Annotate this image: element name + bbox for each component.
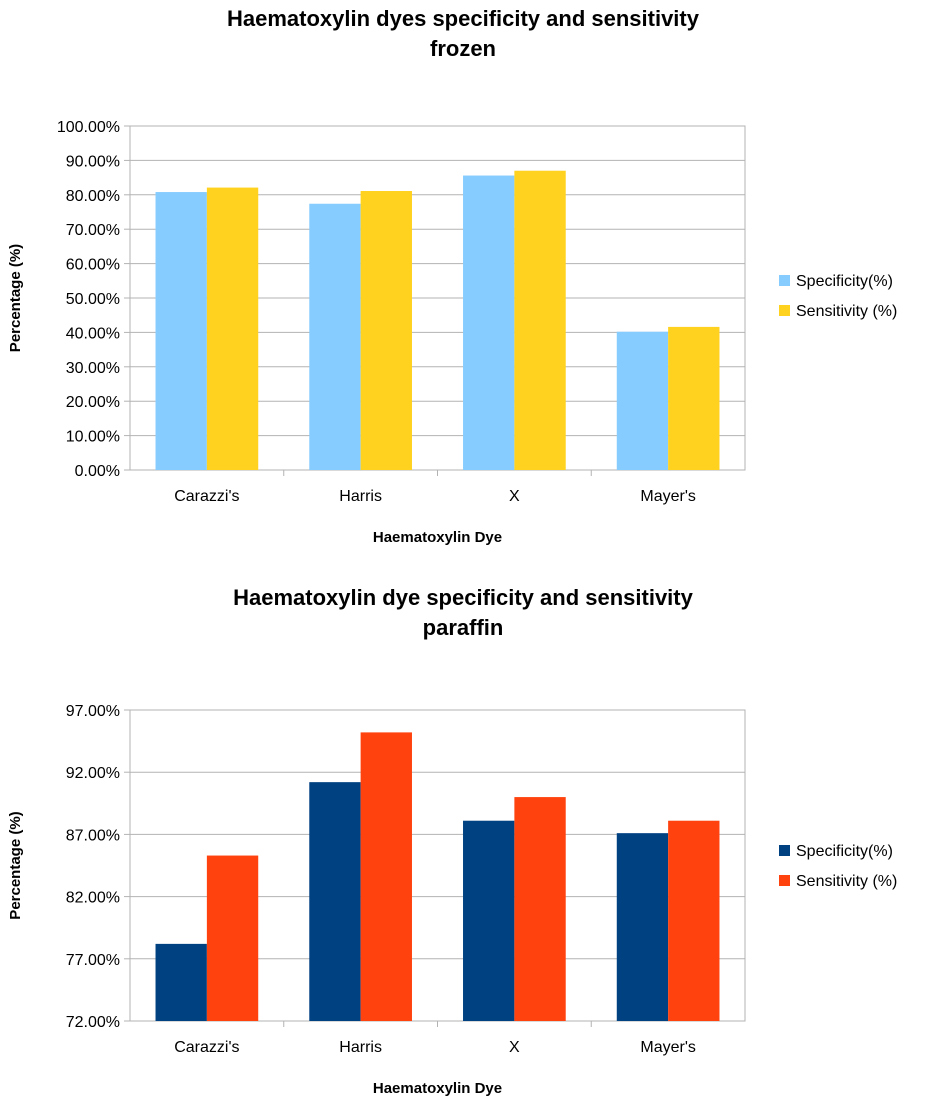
y-tick-label: 70.00%: [66, 222, 120, 239]
chart-paraffin-svg: 72.00% 77.00% 82.00% 87.00% 92.00% 97.00% Cara…: [7, 703, 897, 1097]
chart-title: Haematoxylin dyes specificity and sensit…: [0, 4, 926, 64]
y-tick-label: 87.00%: [66, 827, 120, 844]
bar: [360, 191, 412, 471]
y-tick-label: 60.00%: [66, 257, 120, 274]
x-tick-label: Harris: [339, 488, 382, 505]
bar: [514, 797, 566, 1021]
y-tick-label: 72.00%: [66, 1014, 120, 1031]
legend-label: Sensitivity (%): [796, 303, 897, 320]
legend-swatch: [779, 875, 790, 886]
chart-title-line1: Haematoxylin dye specificity and sensiti…: [233, 585, 693, 610]
chart-title-line1: Haematoxylin dyes specificity and sensit…: [227, 6, 699, 31]
x-axis-label: Haematoxylin Dye: [373, 1080, 502, 1097]
y-tick-label: 0.00%: [75, 463, 120, 480]
y-axis-label: Percentage (%): [7, 244, 24, 352]
bar: [206, 855, 259, 1021]
x-tick-label: Carazzi's: [174, 488, 239, 505]
x-axis-label: Haematoxylin Dye: [373, 529, 502, 546]
legend-label: Specificity(%): [796, 273, 893, 290]
bar: [668, 820, 720, 1021]
bar: [463, 175, 515, 470]
x-tick-label: Mayer's: [640, 1039, 696, 1056]
legend-swatch: [779, 845, 790, 856]
y-tick-label: 80.00%: [66, 188, 120, 205]
y-tick-label: 10.00%: [66, 429, 120, 446]
chart-title-line2: paraffin: [422, 615, 504, 640]
bar: [155, 943, 207, 1021]
x-tick-label: X: [509, 488, 520, 505]
bar: [206, 187, 259, 471]
bar: [309, 203, 361, 470]
chart-title: Haematoxylin dye specificity and sensiti…: [0, 583, 926, 643]
x-tick-label: Harris: [339, 1039, 382, 1056]
y-axis-label: Percentage (%): [7, 811, 24, 919]
legend-swatch: [779, 275, 790, 286]
y-tick-label: 20.00%: [66, 394, 120, 411]
bar: [155, 192, 207, 470]
bar: [616, 331, 669, 470]
y-tick-label: 40.00%: [66, 325, 120, 342]
legend-swatch: [779, 305, 790, 316]
chart-title-line2: frozen: [430, 36, 496, 61]
y-tick-label: 90.00%: [66, 153, 120, 170]
x-tick-label: Mayer's: [640, 488, 696, 505]
y-tick-label: 77.00%: [66, 952, 120, 969]
chart-frozen-svg: 0.00% 10.00% 20.00% 30.00% 40.00% 50.00% 60.00…: [7, 119, 897, 546]
y-tick-label: 97.00%: [66, 703, 120, 720]
chart-paraffin: Haematoxylin dye specificity and sensiti…: [0, 575, 926, 1103]
bar: [463, 820, 515, 1021]
x-tick-label: Carazzi's: [174, 1039, 239, 1056]
y-tick-label: 50.00%: [66, 291, 120, 308]
bar: [616, 833, 669, 1021]
y-tick-label: 92.00%: [66, 765, 120, 782]
bar: [309, 782, 361, 1021]
legend-label: Specificity(%): [796, 843, 893, 860]
y-tick-label: 30.00%: [66, 360, 120, 377]
y-tick-label: 100.00%: [57, 119, 120, 136]
chart-frozen: Haematoxylin dyes specificity and sensit…: [0, 4, 926, 546]
x-tick-label: X: [509, 1039, 520, 1056]
bar: [514, 170, 566, 470]
y-tick-label: 82.00%: [66, 890, 120, 907]
bar: [360, 732, 412, 1021]
legend-label: Sensitivity (%): [796, 873, 897, 890]
bar: [668, 326, 720, 470]
